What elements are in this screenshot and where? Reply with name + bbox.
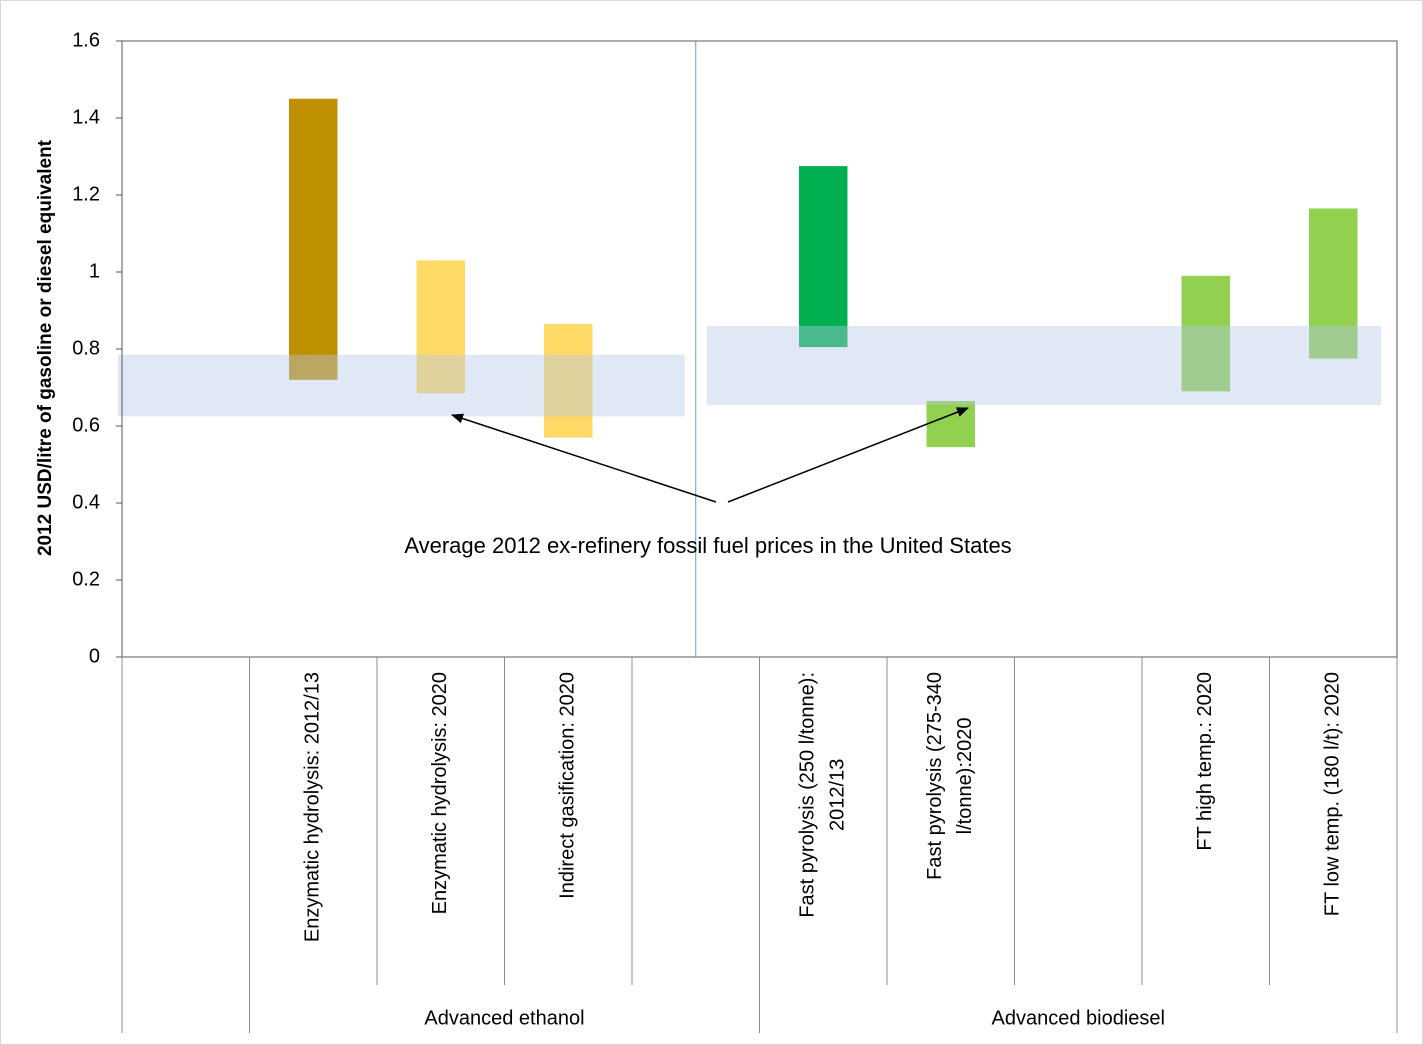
- category-label: Enzymatic hydrolysis: 2012/13: [302, 672, 324, 942]
- range-bar: [416, 260, 465, 394]
- y-tick-label: 1.6: [72, 29, 100, 51]
- category-label-group: FT low temp. (180 l/t): 2020: [1322, 672, 1344, 916]
- reference-band: [118, 354, 685, 417]
- y-tick-label: 0.4: [72, 491, 100, 513]
- category-label: FT low temp. (180 l/t): 2020: [1322, 672, 1344, 916]
- range-bar: [544, 323, 593, 438]
- category-label: Fast pyrolysis (275-340 l/tonne):2020: [924, 672, 976, 880]
- category-label-group: Indirect gasification: 2020: [557, 672, 579, 899]
- category-label-group: Enzymatic hydrolysis: 2020: [429, 672, 451, 914]
- category-label-group: Fast pyrolysis (250 l/tonne): 2012/13: [797, 672, 849, 918]
- y-tick-label: 0.8: [72, 337, 100, 359]
- y-tick-label: 0.6: [72, 414, 100, 436]
- category-label-group: FT high temp.: 2020: [1194, 672, 1216, 851]
- group-label: Advanced ethanol: [424, 1007, 584, 1029]
- y-tick-label: 1.4: [72, 106, 100, 128]
- category-label: Indirect gasification: 2020: [557, 672, 579, 899]
- y-tick-label: 1: [89, 260, 100, 282]
- y-tick-label: 0: [89, 645, 100, 667]
- y-tick-label: 0.2: [72, 568, 100, 590]
- y-tick-label: 1.2: [72, 183, 100, 205]
- range-bar: [799, 166, 848, 348]
- category-label: Fast pyrolysis (250 l/tonne): 2012/13: [797, 672, 849, 918]
- group-label: Advanced biodiesel: [992, 1007, 1165, 1029]
- annotation: Average 2012 ex-refinery fossil fuel pri…: [404, 533, 1011, 558]
- category-label-group: Fast pyrolysis (275-340 l/tonne):2020: [924, 672, 976, 880]
- category-label-group: Enzymatic hydrolysis: 2012/13: [302, 672, 324, 942]
- annotation-arrow: [451, 413, 717, 503]
- reference-band: [706, 325, 1381, 405]
- range-bar: [289, 98, 338, 380]
- range-bar: [1181, 275, 1230, 392]
- annotation-arrow: [727, 407, 969, 503]
- y-axis-title: 2012 USD/litre of gasoline or diesel equ…: [35, 139, 56, 556]
- category-label: Enzymatic hydrolysis: 2020: [429, 672, 451, 914]
- category-label: FT high temp.: 2020: [1194, 672, 1216, 851]
- range-bar: [1309, 208, 1358, 359]
